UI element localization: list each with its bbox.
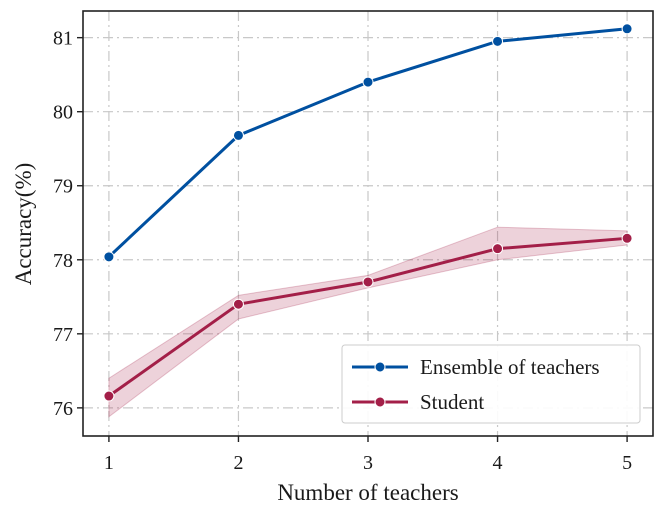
point-ensemble-of-teachers [621, 23, 633, 35]
x-tick-label: 3 [363, 452, 373, 474]
point-student [362, 276, 374, 288]
legend-label-ensemble: Ensemble of teachers [420, 355, 600, 379]
legend-label-student: Student [420, 390, 484, 414]
series-lines [103, 23, 633, 402]
x-tick-label: 5 [622, 452, 632, 474]
y-tick-label: 81 [53, 28, 73, 50]
y-tick-label: 78 [53, 250, 73, 272]
point-ensemble-of-teachers [103, 251, 115, 263]
legend-marker-ensemble [374, 361, 386, 373]
legend: Ensemble of teachers Student [341, 344, 641, 424]
legend-box [341, 344, 641, 424]
point-ensemble-of-teachers [492, 35, 504, 47]
point-student [621, 232, 633, 244]
x-tick-label: 1 [104, 452, 114, 474]
x-tick-label: 4 [493, 452, 503, 474]
line-ensemble-of-teachers [107, 27, 628, 258]
point-student [103, 390, 115, 402]
point-student [232, 298, 244, 310]
point-ensemble-of-teachers [232, 129, 244, 141]
x-tick-label: 2 [233, 452, 243, 474]
y-tick-label: 76 [53, 398, 73, 420]
y-tick-label: 79 [53, 176, 73, 198]
legend-marker-student [374, 396, 386, 408]
y-tick-label: 80 [53, 102, 73, 124]
x-axis-title: Number of teachers [277, 480, 458, 505]
axis-ticks: 1 2 3 4 5 76 77 78 79 80 81 [53, 28, 632, 474]
y-axis-title: Accuracy(%) [11, 163, 36, 286]
point-ensemble-of-teachers [362, 76, 374, 88]
point-student [492, 243, 504, 255]
y-tick-label: 77 [53, 324, 73, 346]
